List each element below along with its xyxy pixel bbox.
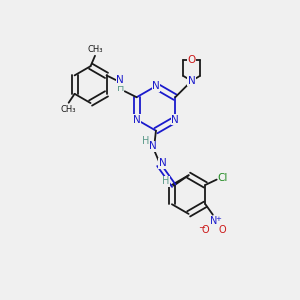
Text: H: H bbox=[117, 83, 124, 93]
Text: O: O bbox=[188, 55, 196, 64]
Text: N: N bbox=[188, 76, 196, 86]
Text: N: N bbox=[133, 115, 140, 124]
Text: N: N bbox=[171, 115, 179, 124]
Text: O: O bbox=[219, 224, 226, 235]
Text: O: O bbox=[202, 224, 209, 235]
Text: N: N bbox=[149, 141, 157, 151]
Text: Cl: Cl bbox=[218, 173, 228, 183]
Text: −: − bbox=[198, 223, 205, 232]
Text: +: + bbox=[215, 216, 221, 222]
Text: H: H bbox=[142, 136, 150, 146]
Text: N: N bbox=[116, 75, 124, 85]
Text: CH₃: CH₃ bbox=[60, 105, 76, 114]
Text: N: N bbox=[210, 217, 218, 226]
Text: H: H bbox=[162, 176, 169, 186]
Text: N: N bbox=[159, 158, 167, 168]
Text: CH₃: CH₃ bbox=[87, 45, 103, 54]
Text: N: N bbox=[152, 81, 160, 91]
